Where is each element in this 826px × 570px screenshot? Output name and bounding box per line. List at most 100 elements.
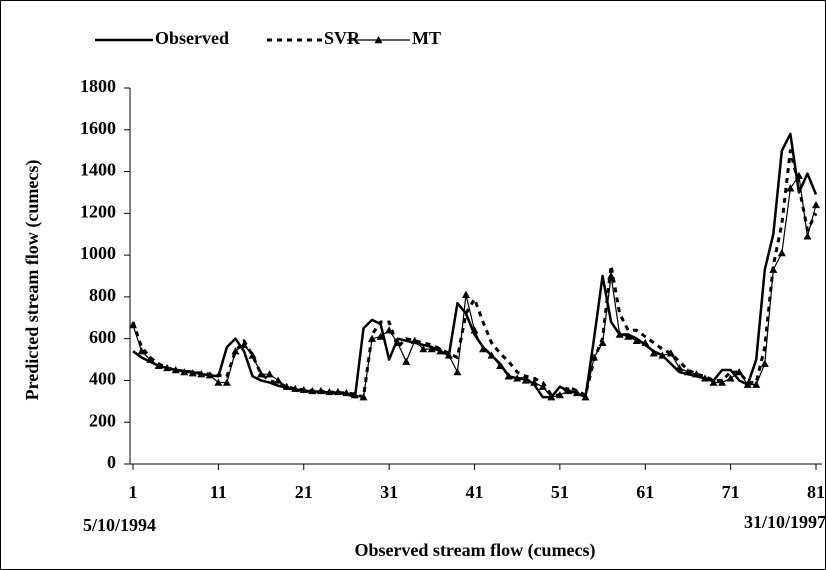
x-tick-label: 71: [722, 482, 740, 502]
point-marker: [325, 387, 334, 396]
point-marker: [282, 382, 291, 390]
point-marker: [368, 334, 377, 342]
point-marker: [496, 361, 505, 370]
y-tick-label: 1000: [80, 243, 116, 263]
series-line: [132, 132, 818, 399]
point-marker: [188, 369, 197, 377]
point-marker: [786, 184, 795, 192]
point-marker: [530, 378, 539, 386]
point-marker: [197, 370, 206, 378]
point-marker: [649, 349, 658, 357]
point-marker: [752, 380, 761, 388]
point-marker: [555, 391, 564, 399]
legend-label: SVR: [324, 28, 361, 48]
point-marker: [410, 336, 419, 344]
point-marker: [427, 345, 436, 353]
point-marker: [419, 345, 428, 353]
point-marker: [129, 321, 137, 329]
point-marker: [146, 355, 155, 363]
point-marker: [803, 232, 812, 240]
point-marker: [615, 330, 624, 338]
point-marker: [291, 384, 300, 392]
y-tick-label: 1600: [80, 118, 116, 138]
point-marker: [359, 393, 368, 401]
point-marker: [777, 249, 786, 257]
legend-label: Observed: [155, 28, 229, 48]
point-marker: [513, 374, 522, 382]
series-line: [131, 149, 818, 399]
point-marker: [590, 353, 599, 361]
point-marker: [683, 368, 692, 376]
y-axis-title: Predicted stream flow (cumecs): [22, 160, 43, 401]
point-marker: [598, 338, 607, 347]
point-marker: [137, 347, 146, 355]
point-marker: [171, 366, 180, 374]
point-marker: [342, 388, 351, 397]
x-tick-label: 51: [551, 482, 569, 502]
point-marker: [461, 290, 470, 298]
point-marker: [718, 378, 727, 386]
point-marker: [376, 332, 385, 340]
point-marker: [214, 378, 223, 386]
x-tick-label: 11: [210, 482, 227, 502]
point-marker: [607, 272, 616, 280]
x-tick-label: 41: [466, 482, 484, 502]
point-marker: [154, 361, 163, 370]
point-marker: [470, 326, 479, 334]
x-tick-label: 61: [636, 482, 654, 502]
point-marker: [547, 393, 556, 401]
point-marker: [402, 357, 411, 365]
point-marker: [812, 200, 820, 209]
point-marker: [675, 363, 684, 372]
point-marker: [385, 326, 394, 334]
point-marker: [572, 388, 581, 397]
point-marker: [743, 380, 752, 388]
point-marker: [453, 368, 462, 376]
point-marker: [692, 370, 701, 378]
point-marker: [436, 347, 445, 355]
y-tick-label: 0: [107, 452, 116, 472]
point-marker: [487, 351, 496, 359]
x-tick-label: 1: [129, 482, 138, 502]
point-marker: [735, 368, 744, 376]
y-tick-label: 200: [89, 410, 116, 430]
point-marker: [257, 370, 266, 378]
legend-marker: [374, 36, 383, 44]
point-marker: [393, 338, 402, 347]
point-marker: [248, 351, 257, 359]
point-marker: [479, 345, 488, 353]
y-tick-label: 800: [89, 285, 116, 305]
y-tick-label: 1200: [80, 201, 116, 221]
x-axis-title: Observed stream flow (cumecs): [354, 540, 595, 561]
point-marker: [239, 340, 248, 349]
point-marker: [624, 332, 633, 340]
point-marker: [701, 374, 710, 382]
point-marker: [504, 372, 513, 380]
x-tick-label: 21: [295, 482, 313, 502]
point-marker: [222, 378, 231, 386]
point-marker: [760, 359, 769, 367]
point-marker: [180, 368, 189, 376]
point-marker: [308, 386, 317, 395]
point-marker: [205, 371, 214, 379]
point-marker: [564, 386, 573, 395]
x-tick-label: 31: [380, 482, 398, 502]
point-marker: [163, 363, 172, 372]
point-marker: [521, 376, 530, 384]
point-marker: [265, 370, 274, 378]
point-marker: [641, 338, 650, 347]
y-tick-label: 600: [89, 327, 116, 347]
point-marker: [538, 382, 547, 390]
annotation: 5/10/1994: [83, 515, 156, 535]
point-marker: [794, 171, 803, 179]
point-marker: [666, 349, 675, 357]
point-marker: [726, 374, 735, 382]
point-marker: [632, 336, 641, 344]
point-marker: [350, 391, 359, 399]
y-tick-label: 1800: [80, 76, 116, 96]
point-marker: [709, 378, 718, 386]
point-marker: [769, 265, 778, 273]
y-tick-label: 400: [89, 369, 116, 389]
